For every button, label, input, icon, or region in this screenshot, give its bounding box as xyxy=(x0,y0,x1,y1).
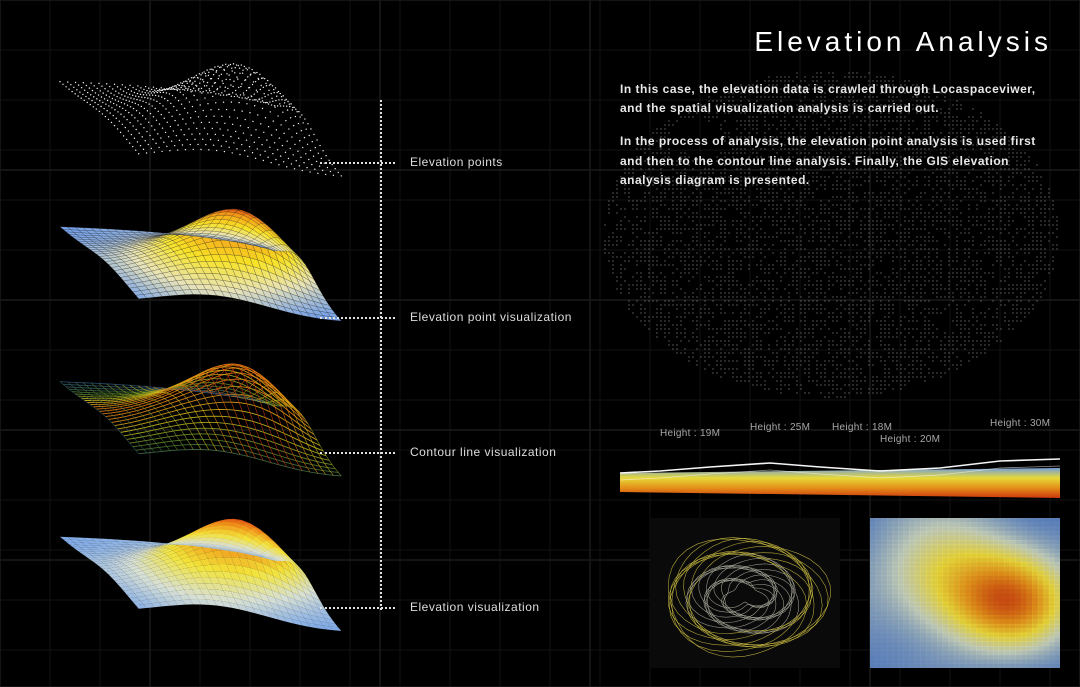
description-block: In this case, the elevation data is craw… xyxy=(620,80,1050,204)
profile-height-label-1: Height : 25M xyxy=(750,422,810,433)
surface-elevation-point-viz xyxy=(50,175,350,325)
surface-label-contour-viz: Contour line visualization xyxy=(410,445,556,459)
page-title: Elevation Analysis xyxy=(754,26,1052,58)
profile-height-label-3: Height : 20M xyxy=(880,434,940,445)
connector-elevation-viz xyxy=(320,607,395,609)
profile-chart xyxy=(620,428,1060,503)
surface-label-elevation-point-viz: Elevation point visualization xyxy=(410,310,572,324)
connector-contour-viz xyxy=(320,452,395,454)
description-paragraph-1: In this case, the elevation data is craw… xyxy=(620,80,1050,118)
elevation-profile: Height : 19MHeight : 25MHeight : 18MHeig… xyxy=(620,428,1060,503)
connector-vertical xyxy=(380,100,382,610)
surface-stack xyxy=(50,30,390,670)
connector-elevation-point-viz xyxy=(320,317,395,319)
mini-contour-panel xyxy=(650,518,840,668)
description-paragraph-2: In the process of analysis, the elevatio… xyxy=(620,132,1050,190)
surface-contour-viz xyxy=(50,330,350,480)
profile-height-label-0: Height : 19M xyxy=(660,428,720,439)
surface-elevation-points xyxy=(50,30,350,180)
surface-label-elevation-points: Elevation points xyxy=(410,155,503,169)
mini-gradient-panel xyxy=(870,518,1060,668)
surface-elevation-viz xyxy=(50,485,350,635)
profile-height-label-4: Height : 30M xyxy=(990,418,1050,429)
surface-label-elevation-viz: Elevation visualization xyxy=(410,600,540,614)
connector-elevation-points xyxy=(320,162,395,164)
profile-height-label-2: Height : 18M xyxy=(832,422,892,433)
